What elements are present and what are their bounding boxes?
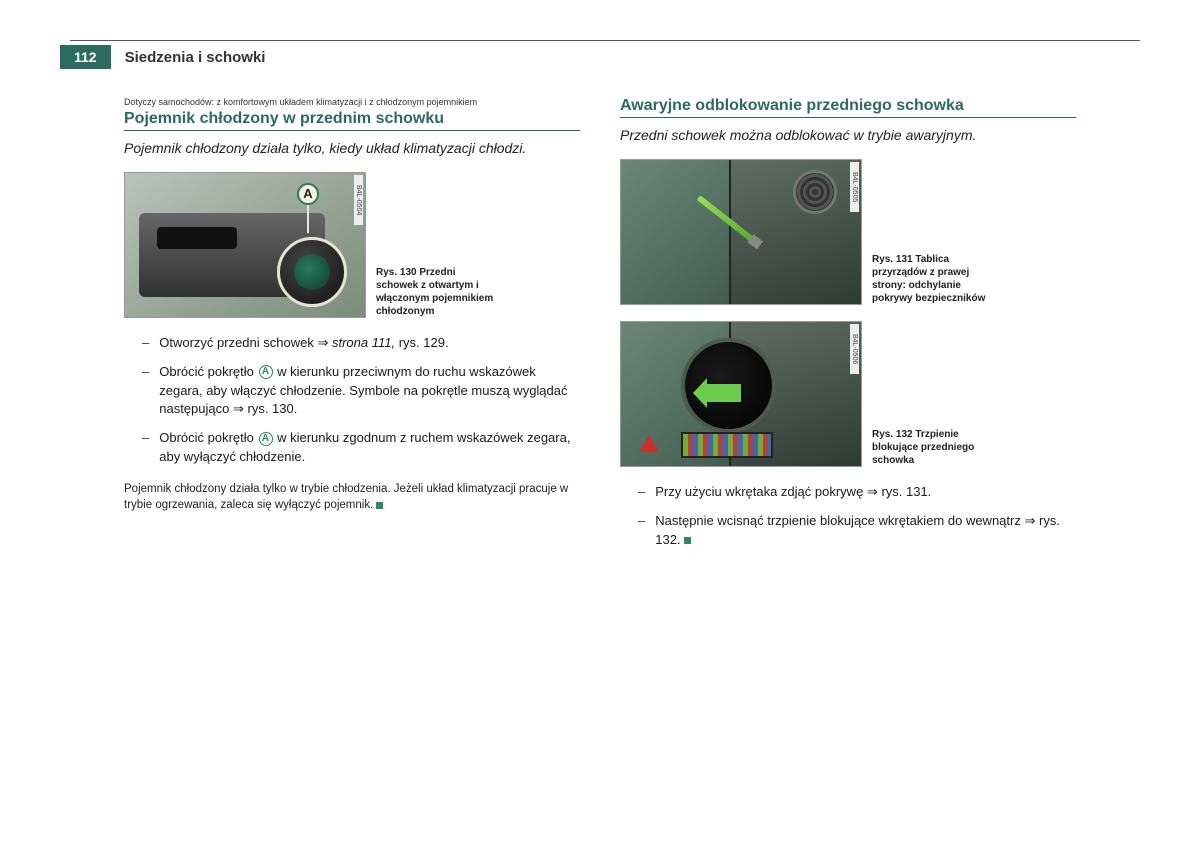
figure-132-image: B4L-0506 <box>620 321 862 467</box>
dash-icon: – <box>142 334 149 353</box>
content-columns: Dotyczy samochodów: z komfortowym układe… <box>60 97 1140 563</box>
left-column: Dotyczy samochodów: z komfortowym układe… <box>124 97 580 563</box>
text: Pojemnik chłodzony działa tylko w trybie… <box>124 483 568 511</box>
arrow-icon: ⇒ <box>1024 513 1035 528</box>
right-bullets: – Przy użyciu wkrętaka zdjąć pokrywę ⇒ r… <box>620 483 1076 550</box>
air-vent-shape <box>793 170 837 214</box>
text: Otworzyć przedni schowek <box>159 335 317 350</box>
list-item: – Następnie wcisnąć trzpienie blokujące … <box>620 512 1076 550</box>
page-ref: strona 111, <box>328 335 395 350</box>
end-square-icon <box>684 537 691 544</box>
end-square-icon <box>376 502 383 509</box>
page-number: 112 <box>60 45 111 69</box>
figure-130-image: A B4L-0504 <box>124 172 366 318</box>
page: 112 Siedzenia i schowki Dotyczy samochod… <box>0 0 1200 603</box>
figure-131-row: B4L-0505 Rys. 131 Tablica przyrządów z p… <box>620 159 1076 305</box>
applies-to-note: Dotyczy samochodów: z komfortowym układe… <box>124 97 580 107</box>
page-header: 112 Siedzenia i schowki <box>60 45 1140 69</box>
lead-left: Pojemnik chłodzony działa tylko, kiedy u… <box>124 139 580 158</box>
topic-title-left: Pojemnik chłodzony w przednim schowku <box>124 110 580 131</box>
warning-triangle-icon <box>639 435 659 452</box>
dash-icon: – <box>142 429 149 467</box>
figure-132-row: B4L-0506 Rys. 132 Trzpienie blokujące pr… <box>620 321 1076 467</box>
fuse-box-shape <box>681 432 773 458</box>
callout-a-badge: A <box>297 183 319 205</box>
dash-icon: – <box>638 483 645 502</box>
bullet-text: Otworzyć przedni schowek ⇒ strona 111, r… <box>159 334 580 353</box>
figure-131-caption: Rys. 131 Tablica przyrządów z prawej str… <box>872 253 992 305</box>
arrow-icon: ⇒ <box>233 401 244 416</box>
header-rule <box>70 40 1140 41</box>
right-column: Awaryjne odblokowanie przedniego schowka… <box>620 97 1076 563</box>
text: Obrócić pokrętło <box>159 430 257 445</box>
figure-130-code: B4L-0504 <box>354 175 363 225</box>
text: rys. 129. <box>395 335 448 350</box>
bullet-text: Następnie wcisnąć trzpienie blokujące wk… <box>655 512 1076 550</box>
arrow-icon: ⇒ <box>867 484 878 499</box>
list-item: – Obrócić pokrętło A w kierunku przeciwn… <box>124 363 580 420</box>
list-item: – Otworzyć przedni schowek ⇒ strona 111,… <box>124 334 580 353</box>
bullet-text: Obrócić pokrętło A w kierunku zgodnum z … <box>159 429 580 467</box>
topic-title-right: Awaryjne odblokowanie przedniego schowka <box>620 97 1076 118</box>
circled-a-icon: A <box>259 365 273 379</box>
figure-131-image: B4L-0505 <box>620 159 862 305</box>
text: Obrócić pokrętło <box>159 364 257 379</box>
arrow-icon: ⇒ <box>317 335 328 350</box>
figure-130-caption: Rys. 130 Przedni schowek z otwartym i wł… <box>376 266 496 318</box>
callout-line <box>307 205 309 233</box>
left-bullets: – Otworzyć przedni schowek ⇒ strona 111,… <box>124 334 580 467</box>
text: rys. 131. <box>878 484 931 499</box>
list-item: – Przy użyciu wkrętaka zdjąć pokrywę ⇒ r… <box>620 483 1076 502</box>
cooling-knob <box>277 237 347 307</box>
figure-131-code: B4L-0505 <box>850 162 859 212</box>
text: Następnie wcisnąć trzpienie blokujące wk… <box>655 513 1024 528</box>
dash-icon: – <box>638 512 645 550</box>
section-title: Siedzenia i schowki <box>125 49 266 66</box>
body-note-left: Pojemnik chłodzony działa tylko w trybie… <box>124 481 580 513</box>
list-item: – Obrócić pokrętło A w kierunku zgodnum … <box>124 429 580 467</box>
glovebox-slot <box>157 227 237 249</box>
dash-icon: – <box>142 363 149 420</box>
green-arrow-icon <box>707 384 741 402</box>
figure-132-caption: Rys. 132 Trzpienie blokujące przedniego … <box>872 428 992 467</box>
bullet-text: Obrócić pokrętło A w kierunku przeciwnym… <box>159 363 580 420</box>
bullet-text: Przy użyciu wkrętaka zdjąć pokrywę ⇒ rys… <box>655 483 1076 502</box>
cooling-knob-inner <box>294 254 330 290</box>
text: rys. 130. <box>244 401 297 416</box>
circled-a-icon: A <box>259 432 273 446</box>
text: Przy użyciu wkrętaka zdjąć pokrywę <box>655 484 867 499</box>
lead-right: Przedni schowek można odblokować w trybi… <box>620 126 1076 145</box>
figure-132-code: B4L-0506 <box>850 324 859 374</box>
figure-130-row: A B4L-0504 Rys. 130 Przedni schowek z ot… <box>124 172 580 318</box>
